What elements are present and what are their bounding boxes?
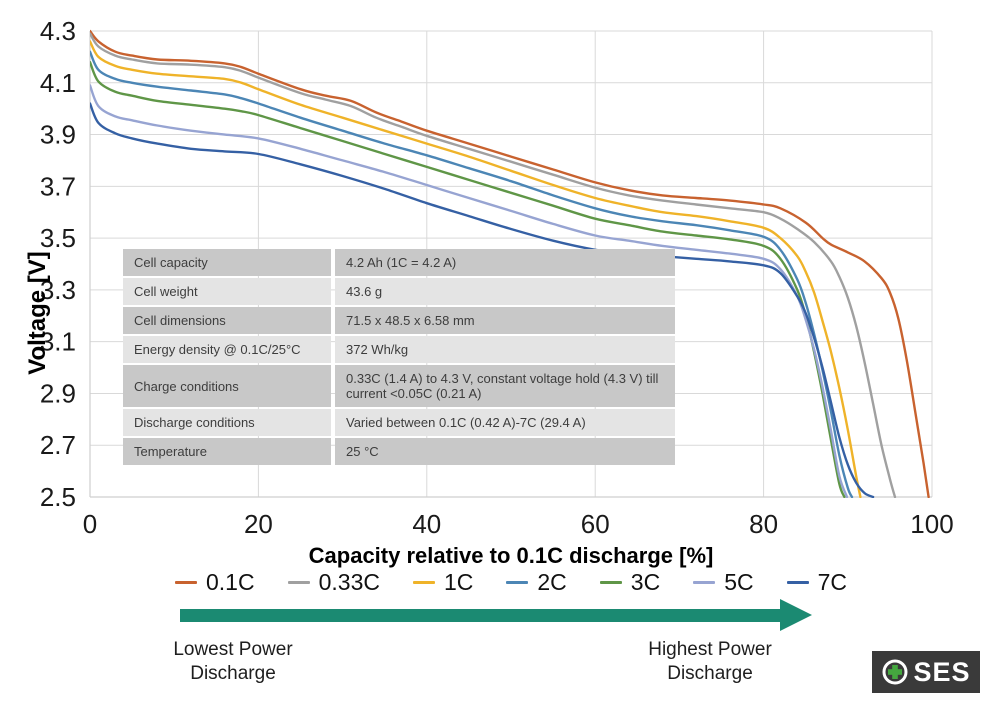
spec-label: Discharge conditions — [123, 409, 331, 436]
y-tick-label: 4.1 — [40, 68, 76, 98]
legend-swatch-5C — [693, 581, 716, 584]
y-tick-label: 2.7 — [40, 430, 76, 460]
spec-table-row: Cell dimensions 71.5 x 48.5 x 6.58 mm — [123, 307, 675, 334]
y-tick-label: 2.5 — [40, 482, 76, 512]
legend-label-3C: 3C — [630, 569, 661, 595]
spec-table-row: Charge conditions 0.33C (1.4 A) to 4.3 V,… — [123, 365, 675, 407]
legend-swatch-3C — [599, 581, 622, 584]
legend-item-0.33C: 0.33C — [287, 569, 380, 596]
spec-table-row: Discharge conditions Varied between 0.1C … — [123, 409, 675, 436]
legend-item-2C: 2C — [506, 569, 567, 596]
legend-swatch-1C — [412, 581, 435, 584]
spec-table: Cell capacity 4.2 Ah (1C = 4.2 A) Cell wei… — [123, 249, 675, 467]
spec-table-row: Cell weight 43.6 g — [123, 278, 675, 305]
legend-label-1C: 1C — [443, 569, 474, 595]
y-axis-title: Voltage [V] — [24, 251, 51, 375]
lowest-power-label: Lowest Power Discharge — [123, 638, 343, 686]
spec-label: Cell dimensions — [123, 307, 331, 334]
legend-item-3C: 3C — [599, 569, 661, 596]
lowest-power-line1: Lowest Power — [173, 639, 293, 660]
legend-item-5C: 5C — [693, 569, 754, 596]
spec-value: 25 °C — [335, 438, 675, 465]
spec-label: Temperature — [123, 438, 331, 465]
spec-table-row: Temperature 25 °C — [123, 438, 675, 465]
spec-label: Energy density @ 0.1C/25°C — [123, 336, 331, 363]
legend-label-7C: 7C — [817, 569, 847, 595]
x-tick-label: 100 — [910, 509, 953, 539]
y-tick-label: 3.9 — [40, 120, 76, 150]
legend-label-5C: 5C — [724, 569, 754, 595]
series-line-5C — [90, 84, 849, 498]
legend-label-0.33C: 0.33C — [318, 569, 380, 595]
power-direction-arrow — [180, 599, 812, 631]
series-line-0.33C — [90, 32, 897, 498]
plus-circle-icon — [882, 659, 908, 685]
x-tick-label: 40 — [412, 509, 441, 539]
chart-legend: 0.1C 0.33C 1C 2C 3C 5C 7C — [90, 569, 932, 596]
ses-logo: SES — [872, 651, 980, 693]
spec-table-row: Cell capacity 4.2 Ah (1C = 4.2 A) — [123, 249, 675, 276]
arrow-head — [780, 599, 812, 631]
legend-label-2C: 2C — [537, 569, 567, 595]
spec-value: 4.2 Ah (1C = 4.2 A) — [335, 249, 675, 276]
x-tick-label: 60 — [581, 509, 610, 539]
x-tick-label: 80 — [749, 509, 778, 539]
lowest-power-line2: Discharge — [190, 663, 276, 684]
x-tick-label: 0 — [83, 509, 97, 539]
legend-swatch-0.33C — [287, 581, 310, 584]
arrow-bar — [180, 609, 782, 622]
highest-power-line1: Highest Power — [648, 639, 772, 660]
spec-value: 372 Wh/kg — [335, 336, 675, 363]
spec-value: 71.5 x 48.5 x 6.58 mm — [335, 307, 675, 334]
y-tick-label: 3.5 — [40, 223, 76, 253]
y-tick-label: 3.1 — [40, 327, 76, 357]
y-tick-label: 3.7 — [40, 171, 76, 201]
spec-label: Cell weight — [123, 278, 331, 305]
y-tick-label: 3.3 — [40, 275, 76, 305]
legend-swatch-7C — [786, 581, 809, 584]
x-axis-title: Capacity relative to 0.1C discharge [%] — [308, 543, 714, 568]
logo-text: SES — [913, 656, 971, 687]
spec-value: 43.6 g — [335, 278, 675, 305]
legend-item-7C: 7C — [786, 569, 847, 596]
spec-table-row: Energy density @ 0.1C/25°C 372 Wh/kg — [123, 336, 675, 363]
legend-item-1C: 1C — [412, 569, 474, 596]
legend-item-0.1C: 0.1C — [175, 569, 255, 596]
legend-label-0.1C: 0.1C — [206, 569, 255, 595]
spec-value: Varied between 0.1C (0.42 A)-7C (29.4 A) — [335, 409, 675, 436]
series-line-1C — [90, 40, 862, 498]
y-tick-label: 2.9 — [40, 378, 76, 408]
legend-swatch-2C — [506, 581, 529, 584]
legend-swatch-0.1C — [175, 581, 197, 584]
highest-power-line2: Discharge — [667, 663, 753, 684]
spec-label: Charge conditions — [123, 365, 331, 407]
y-tick-label: 4.3 — [40, 16, 76, 46]
spec-label: Cell capacity — [123, 249, 331, 276]
x-tick-label: 20 — [244, 509, 273, 539]
arrow-graphic — [180, 599, 812, 631]
highest-power-label: Highest Power Discharge — [600, 638, 820, 686]
spec-value: 0.33C (1.4 A) to 4.3 V, constant voltage… — [335, 365, 675, 407]
series-line-0.1C — [90, 29, 930, 498]
